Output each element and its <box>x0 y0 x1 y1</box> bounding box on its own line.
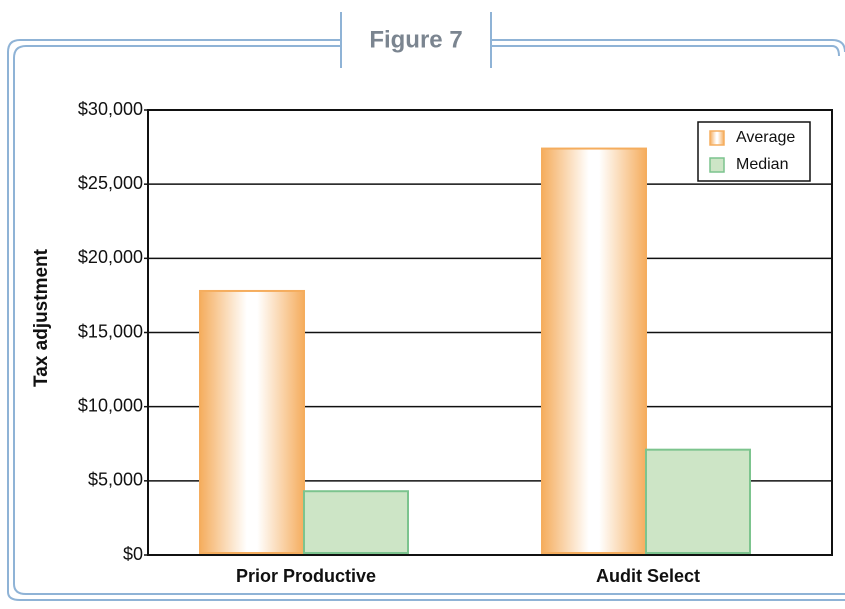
y-axis-label: Tax adjustment <box>31 248 52 387</box>
bar <box>541 147 647 554</box>
legend-label: Average <box>736 129 795 146</box>
legend-label: Median <box>736 156 788 173</box>
legend-swatch <box>709 130 725 146</box>
frame-right <box>491 39 845 57</box>
y-tick-label: $0 <box>123 544 143 564</box>
plot-border <box>147 109 833 556</box>
bar <box>645 448 751 554</box>
y-tick-label: $30,000 <box>78 99 143 119</box>
x-tick-label: Audit Select <box>596 566 700 586</box>
frame-outer <box>7 39 845 601</box>
chart-title: Figure 7 <box>369 26 462 53</box>
y-tick-label: $5,000 <box>88 470 143 490</box>
y-tick-label: $25,000 <box>78 173 143 193</box>
legend-swatch <box>709 157 725 173</box>
bar <box>199 289 305 554</box>
x-tick-label: Prior Productive <box>236 566 376 586</box>
y-tick-label: $10,000 <box>78 395 143 415</box>
bar <box>303 490 409 555</box>
y-tick-label: $15,000 <box>78 321 143 341</box>
y-tick-label: $20,000 <box>78 247 143 267</box>
frame-inner <box>13 45 845 595</box>
